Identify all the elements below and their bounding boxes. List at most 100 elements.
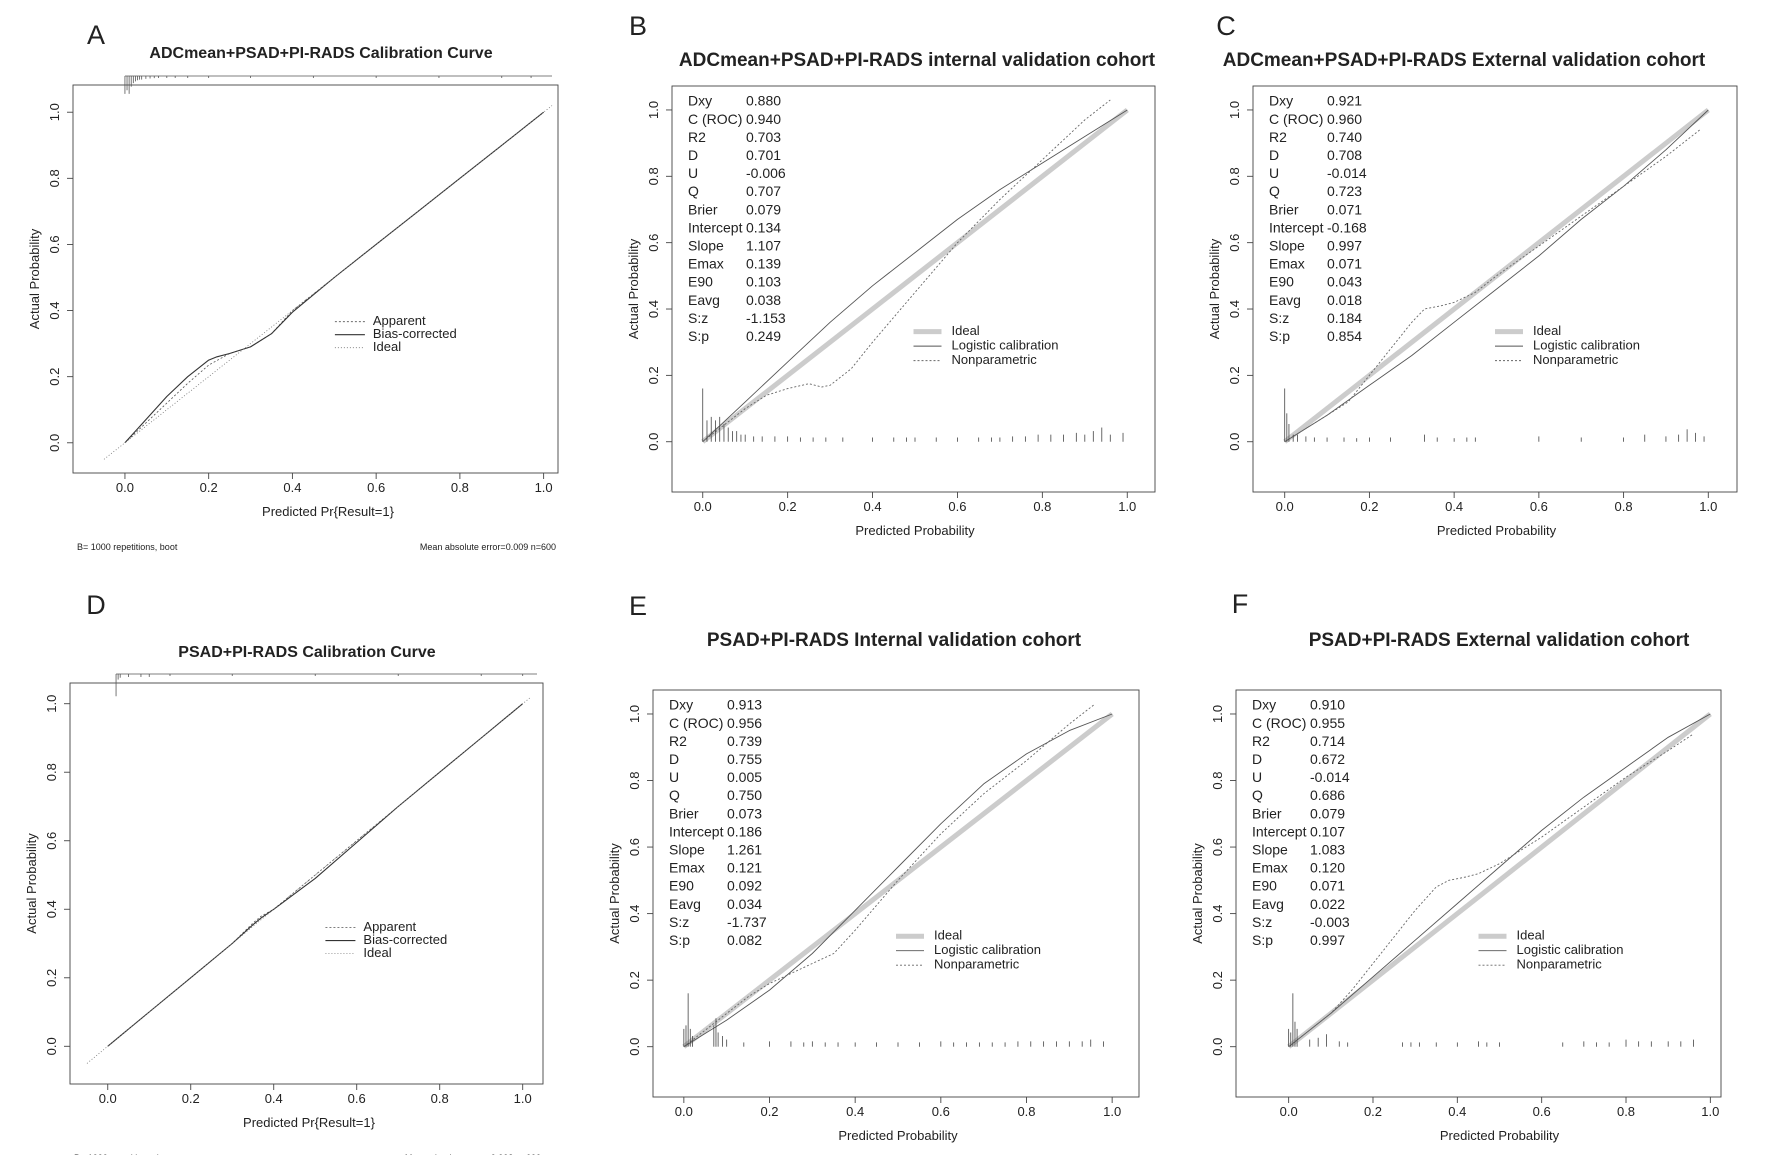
stat-label-c: S:p	[1269, 328, 1290, 344]
chart-title-d: PSAD+PI-RADS Calibration Curve	[178, 644, 435, 661]
series-nonparametric-f	[1288, 733, 1694, 1048]
stat-value-b: 0.038	[746, 292, 781, 308]
y-tick-label-c: 0.4	[1227, 300, 1242, 318]
stat-label-f: R2	[1252, 733, 1270, 749]
x-tick-label-d: 0.4	[265, 1091, 283, 1106]
y-tick-label-e: 0.2	[627, 971, 642, 989]
stat-label-c: E90	[1269, 274, 1294, 290]
x-tick-label-d: 0.2	[182, 1091, 200, 1106]
stat-value-c: 0.018	[1327, 292, 1362, 308]
y-tick-label-c: 0.6	[1227, 234, 1242, 252]
series-bias-corrected-d	[107, 703, 524, 1047]
x-tick-label-a: 1.0	[535, 480, 553, 495]
legend-entry-d: Bias-corrected	[363, 932, 447, 947]
x-tick-label-e: 0.6	[932, 1104, 950, 1119]
y-tick-label-d: 0.2	[44, 969, 59, 987]
stat-value-c: 0.184	[1327, 310, 1362, 326]
stat-value-c: 0.071	[1327, 256, 1362, 272]
x-tick-label-c: 0.6	[1530, 499, 1548, 514]
x-tick-label-c: 0.2	[1360, 499, 1378, 514]
x-tick-label-a: 0.0	[116, 480, 134, 495]
stat-value-b: 0.703	[746, 129, 781, 145]
stat-value-b: 0.103	[746, 274, 781, 290]
stat-label-e: Q	[669, 787, 680, 803]
stat-label-b: S:z	[688, 310, 708, 326]
chart-title-a: ADCmean+PSAD+PI-RADS Calibration Curve	[149, 45, 492, 62]
y-tick-label-d: 0.0	[44, 1037, 59, 1055]
stat-label-c: Brier	[1269, 201, 1299, 217]
stat-value-c: 0.854	[1327, 328, 1362, 344]
y-tick-label-a: 1.0	[47, 103, 62, 121]
footer-left-a: B= 1000 repetitions, boot	[77, 542, 178, 552]
x-tick-label-b: 0.2	[779, 499, 797, 514]
stat-label-c: Eavg	[1269, 292, 1301, 308]
stat-label-f: E90	[1252, 878, 1277, 894]
x-tick-label-b: 1.0	[1118, 499, 1136, 514]
chart-title-b: ADCmean+PSAD+PI-RADS internal validation…	[679, 50, 1156, 71]
x-tick-label-f: 1.0	[1701, 1104, 1719, 1119]
x-tick-label-b: 0.0	[694, 499, 712, 514]
x-tick-label-d: 0.6	[348, 1091, 366, 1106]
plot-frame-a	[72, 84, 559, 474]
y-tick-label-f: 0.0	[1210, 1038, 1225, 1056]
legend-entry-f: Nonparametric	[1517, 957, 1603, 972]
y-axis-label-d: Actual Probability	[24, 833, 39, 934]
y-tick-label-f: 0.8	[1210, 771, 1225, 789]
stat-label-f: C (ROC)	[1252, 715, 1306, 731]
panel-letter-b: B	[629, 11, 647, 41]
y-tick-label-b: 0.2	[646, 366, 661, 384]
stat-value-f: 0.107	[1310, 823, 1345, 839]
x-tick-label-a: 0.8	[451, 480, 469, 495]
x-axis-label-c: Predicted Probability	[1437, 523, 1557, 538]
stat-label-c: D	[1269, 147, 1279, 163]
stat-label-c: Emax	[1269, 256, 1305, 272]
stat-label-f: Eavg	[1252, 896, 1284, 912]
panel-a: A ADCmean+PSAD+PI-RADS Calibration Curve 0…	[27, 20, 559, 552]
stat-value-c: 0.960	[1327, 111, 1362, 127]
stat-value-b: 0.079	[746, 201, 781, 217]
stat-label-b: Eavg	[688, 292, 720, 308]
panel-f: F PSAD+PI-RADS External validation cohort…	[1190, 589, 1722, 1143]
x-tick-label-e: 1.0	[1103, 1104, 1121, 1119]
y-tick-label-c: 0.0	[1227, 433, 1242, 451]
stat-label-c: U	[1269, 165, 1279, 181]
stat-label-b: C (ROC)	[688, 111, 742, 127]
stat-value-e: 0.186	[727, 823, 762, 839]
stat-label-c: Q	[1269, 183, 1280, 199]
stat-value-b: 0.249	[746, 328, 781, 344]
stat-value-b: -1.153	[746, 310, 786, 326]
legend-entry-a: Ideal	[373, 339, 401, 354]
stat-label-b: E90	[688, 274, 713, 290]
stat-label-b: D	[688, 147, 698, 163]
stat-value-f: 0.071	[1310, 878, 1345, 894]
stat-value-e: 0.913	[727, 697, 762, 713]
stat-value-f: 0.714	[1310, 733, 1345, 749]
panel-d: D PSAD+PI-RADS Calibration Curve 0.0 0.2 0.4…	[24, 590, 544, 1155]
x-tick-label-d: 1.0	[514, 1091, 532, 1106]
stat-value-e: 0.121	[727, 860, 762, 876]
stat-value-f: 0.686	[1310, 787, 1345, 803]
stat-label-b: U	[688, 165, 698, 181]
stat-label-b: S:p	[688, 328, 709, 344]
plot-frame-b	[671, 85, 1156, 493]
x-tick-label-d: 0.0	[99, 1091, 117, 1106]
stat-value-e: 0.092	[727, 878, 762, 894]
legend-entry-c: Ideal	[1533, 323, 1561, 338]
y-tick-label-e: 0.0	[627, 1038, 642, 1056]
x-tick-label-c: 0.8	[1615, 499, 1633, 514]
y-tick-label-a: 0.4	[47, 302, 62, 320]
stat-label-e: E90	[669, 878, 694, 894]
plot-frame-f	[1235, 689, 1722, 1098]
stat-label-e: Brier	[669, 805, 699, 821]
x-axis-label-a: Predicted Pr{Result=1}	[262, 504, 395, 519]
stat-value-f: 0.672	[1310, 751, 1345, 767]
y-tick-label-b: 0.8	[646, 167, 661, 185]
stat-value-c: 0.043	[1327, 274, 1362, 290]
stat-value-f: 0.120	[1310, 860, 1345, 876]
x-tick-label-b: 0.6	[948, 499, 966, 514]
panel-b: B ADCmean+PSAD+PI-RADS internal validatio…	[626, 11, 1156, 538]
x-tick-label-e: 0.0	[675, 1104, 693, 1119]
chart-title-c: ADCmean+PSAD+PI-RADS External validation…	[1223, 50, 1706, 71]
stat-label-b: Slope	[688, 238, 724, 254]
